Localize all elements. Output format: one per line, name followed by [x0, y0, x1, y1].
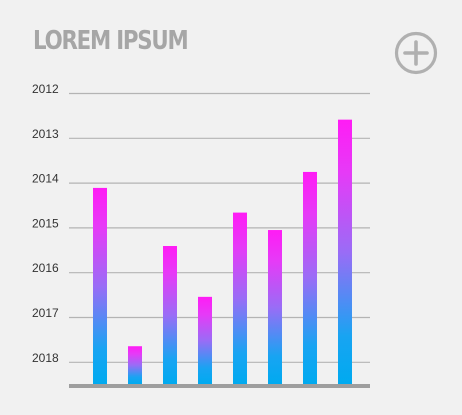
- y-tick-label: 2012: [32, 82, 59, 96]
- chart-title: LOREM IPSUM: [33, 26, 189, 56]
- bar-2: [128, 346, 142, 384]
- bars: [93, 119, 352, 385]
- bar-7: [303, 171, 317, 384]
- y-tick-label: 2017: [32, 306, 59, 320]
- y-tick-label: 2015: [32, 216, 59, 230]
- y-tick-label: 2016: [32, 261, 59, 275]
- y-tick-label: 2018: [32, 351, 59, 365]
- add-button[interactable]: [394, 31, 438, 75]
- gridlines: [69, 92, 370, 363]
- bar-5: [233, 212, 247, 384]
- bar-1: [93, 187, 107, 384]
- bar-8: [338, 119, 352, 385]
- bar-6: [268, 230, 282, 384]
- y-tick-label: 2014: [32, 172, 59, 186]
- plus-circle-icon: [394, 31, 438, 75]
- y-axis-labels: 2012 2013 2014 2015 2016 2017 2018: [32, 82, 59, 365]
- y-tick-label: 2013: [32, 127, 59, 141]
- bar-4: [198, 296, 212, 384]
- bar-3: [163, 246, 177, 384]
